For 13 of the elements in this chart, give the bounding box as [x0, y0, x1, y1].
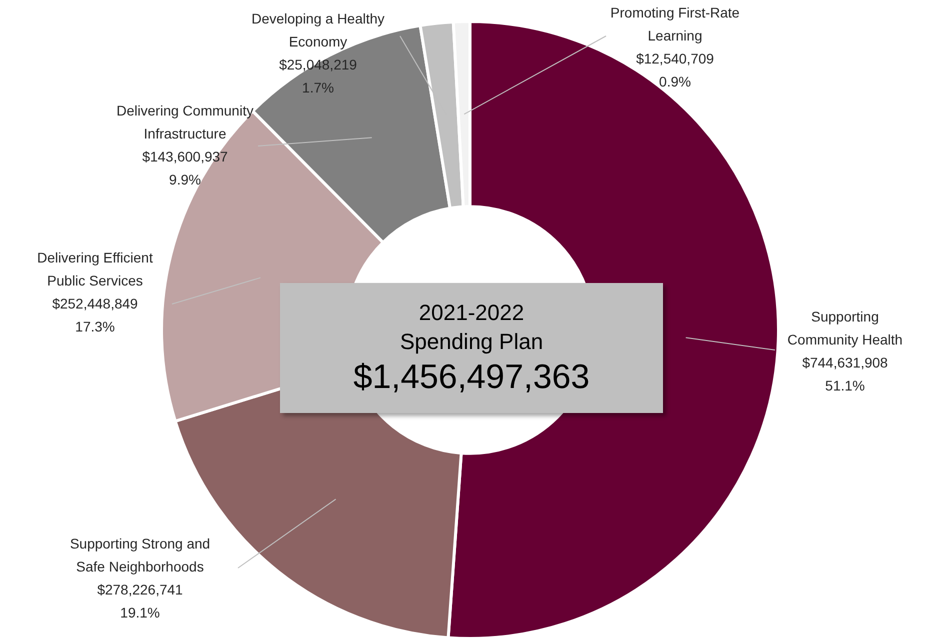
slice-label: Delivering Efficient Public Services: [37, 249, 153, 288]
slice-label: Supporting Strong and Safe Neighborhoods: [70, 535, 210, 574]
data-label: $143,600,937 9.9%: [142, 148, 228, 188]
text: 2021-2022 Spending Plan: [398, 299, 544, 356]
text: $1,456,497,363: [353, 357, 590, 398]
slice-label: Supporting Community Health: [787, 308, 903, 348]
slice-label: Promoting First-Rate Learning: [610, 4, 740, 44]
slice-label: Developing a Healthy Economy: [251, 10, 385, 50]
slice-label: Delivering Community Infrastructure: [116, 102, 254, 142]
data-label: $252,448,849 17.3%: [52, 295, 138, 334]
data-label: $278,226,741 19.1%: [97, 581, 184, 620]
data-label: $744,631,908 51.1%: [802, 354, 888, 394]
data-label: $12,540,709 0.9%: [636, 50, 714, 90]
